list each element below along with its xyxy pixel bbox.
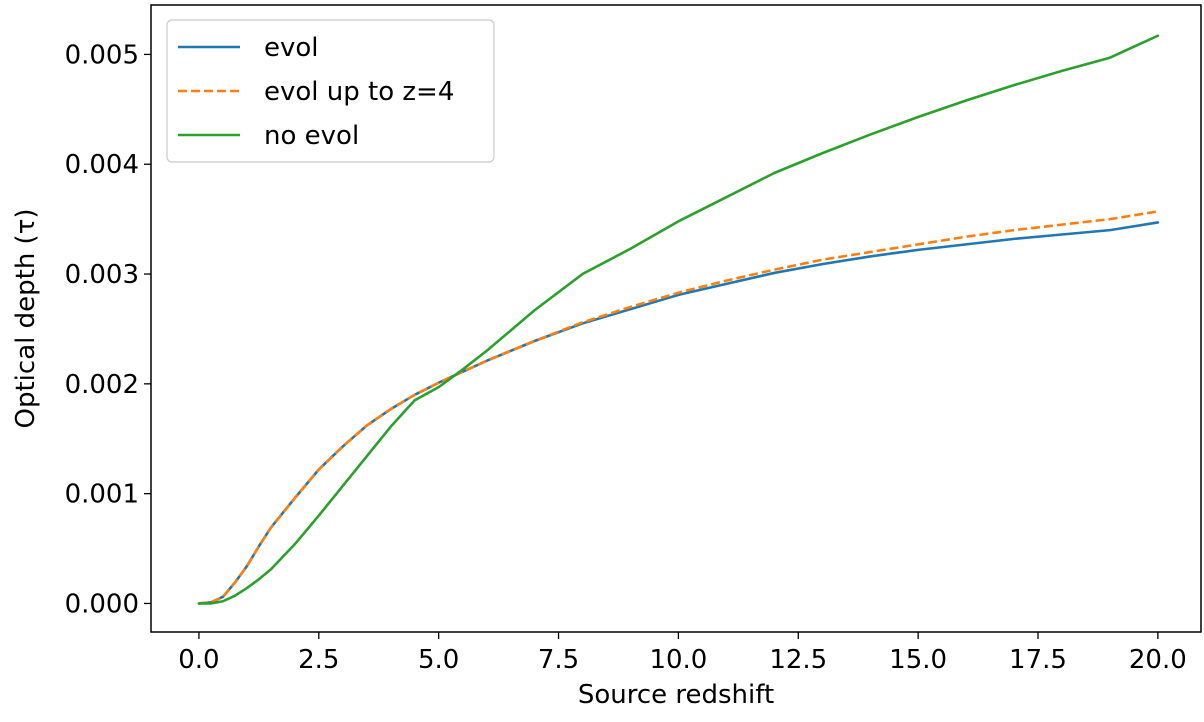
legend-label-0: evol	[264, 33, 319, 63]
y-tick-label: 0.004	[65, 150, 139, 180]
plot-frame	[150, 4, 1202, 633]
x-tick-label: 0.0	[178, 645, 219, 675]
x-axis-ticks: 0.0 2.5 5.0 7.5 10.0 12.5 15.0 17.5 20.0	[178, 632, 1187, 675]
y-tick-label: 0.003	[65, 260, 139, 290]
series-layer	[197, 34, 1160, 605]
y-tick-label: 0.005	[65, 40, 139, 70]
legend-label-2: no evol	[264, 121, 359, 151]
series-line-1	[198, 210, 1159, 605]
y-axis-ticks: 0.000 0.001 0.002 0.003 0.004 0.005	[65, 40, 151, 619]
y-axis-title: Optical depth (τ)	[11, 209, 41, 429]
y-tick-label: 0.000	[65, 589, 139, 619]
legend-label-1: evol up to z=4	[264, 77, 454, 107]
y-tick-label: 0.001	[65, 480, 139, 510]
x-tick-label: 2.5	[298, 645, 339, 675]
x-tick-label: 20.0	[1129, 645, 1187, 675]
legend: evol evol up to z=4 no evol	[166, 19, 495, 163]
legend-box	[166, 19, 495, 163]
x-tick-label: 12.5	[769, 645, 827, 675]
x-axis-title: Source redshift	[578, 680, 774, 710]
series-line-2	[197, 34, 1160, 605]
x-tick-label: 17.5	[1009, 645, 1067, 675]
x-tick-label: 7.5	[538, 645, 579, 675]
x-tick-label: 5.0	[418, 645, 459, 675]
y-tick-label: 0.002	[65, 370, 139, 400]
x-tick-label: 15.0	[889, 645, 947, 675]
x-tick-label: 10.0	[649, 645, 707, 675]
